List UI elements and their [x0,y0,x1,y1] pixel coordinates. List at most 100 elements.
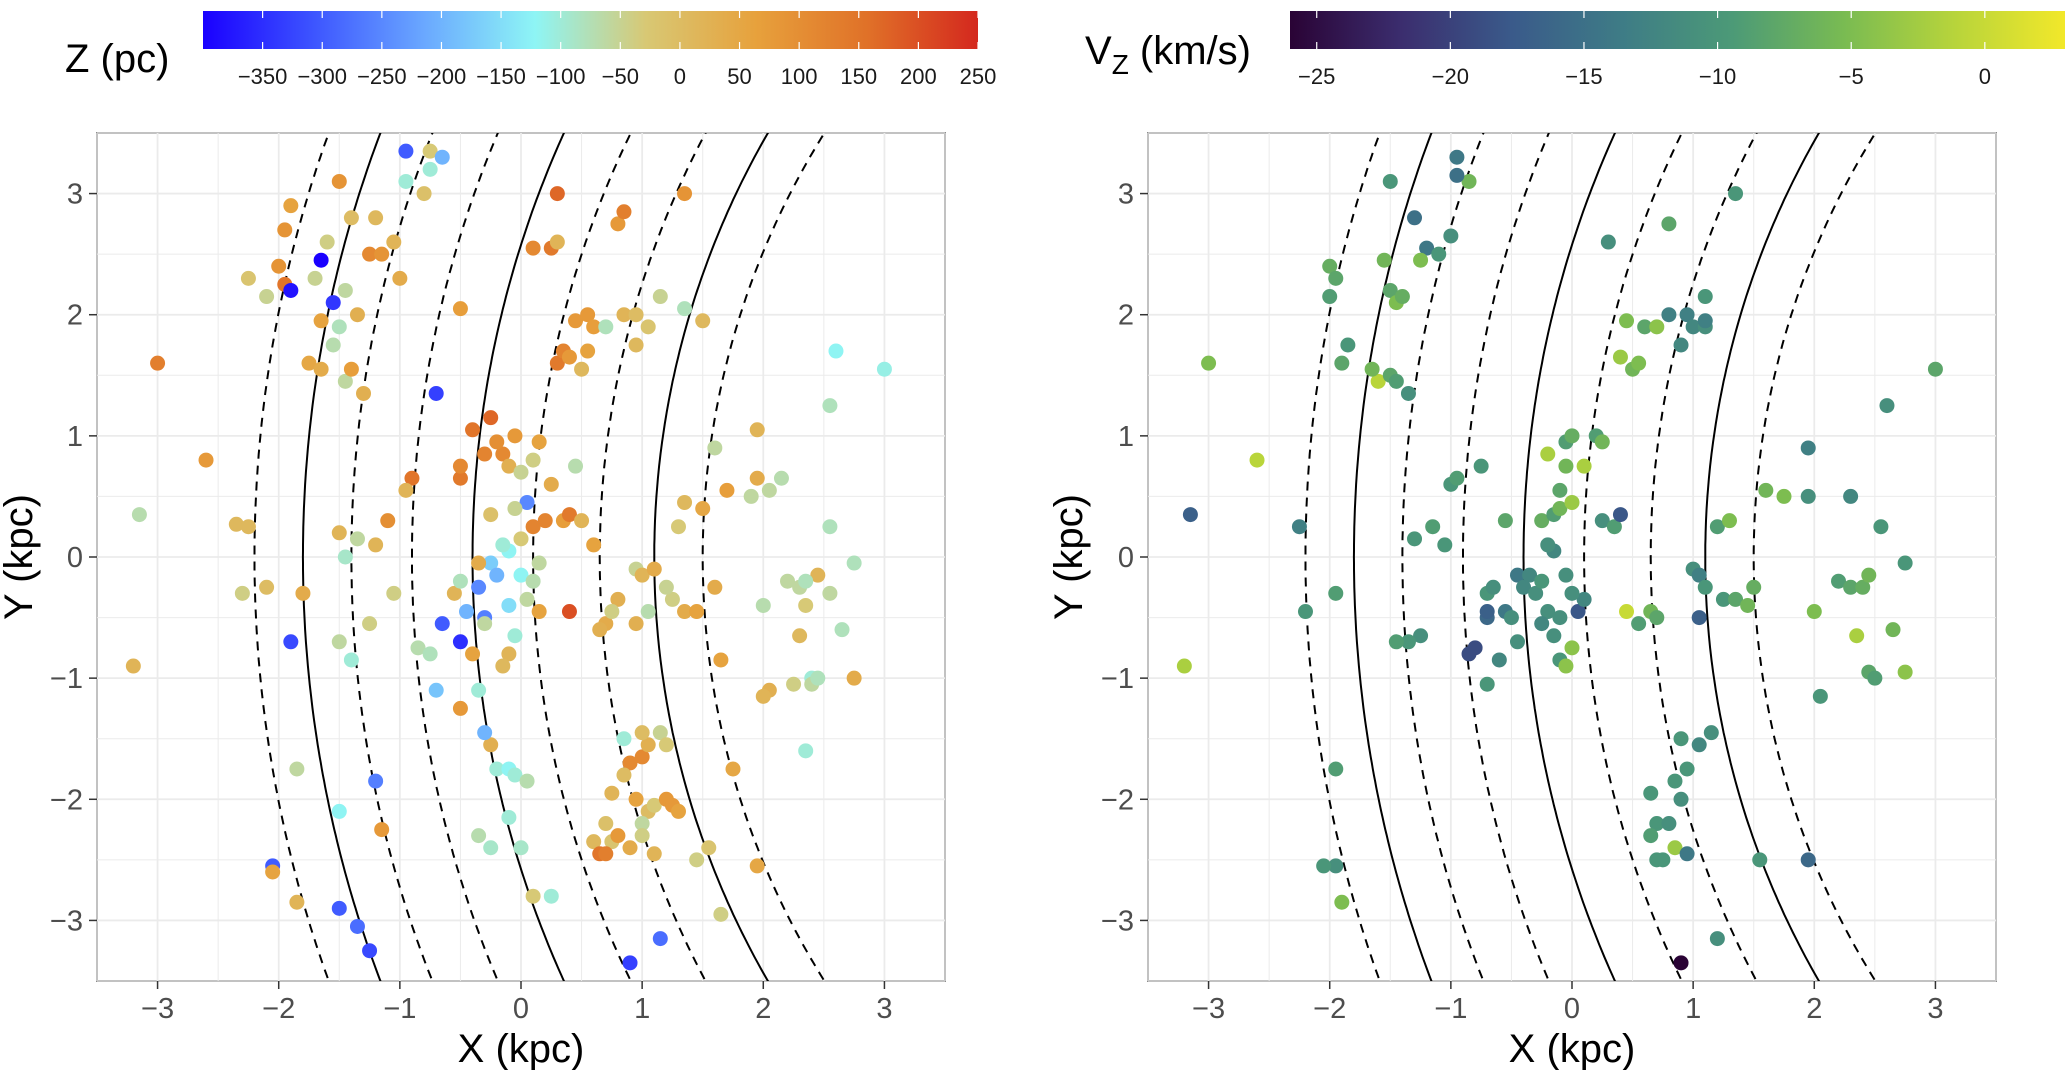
data-point [1867,670,1883,686]
data-point [1873,519,1889,535]
x-tick-label: −3 [1192,993,1225,1025]
data-point [1667,773,1683,789]
data-point [1927,361,1943,377]
data-point [561,349,577,365]
data-point [422,143,438,159]
data-point [489,567,505,583]
data-point [301,355,317,371]
data-point [519,494,535,510]
data-point [1201,355,1217,371]
data-point [471,682,487,698]
data-point [125,658,141,674]
data-point [331,803,347,819]
data-point [1703,725,1719,741]
data-point [1534,513,1550,529]
data-point [634,816,650,832]
data-point [1691,567,1707,583]
data-point [574,361,590,377]
data-point [477,725,493,741]
data-point [786,676,802,692]
y-tick-label: 0 [1118,542,1134,574]
data-point [834,622,850,638]
data-point [1576,591,1592,607]
data-point [325,295,341,311]
data-point [1546,628,1562,644]
data-point [749,470,765,486]
data-point [1679,846,1695,862]
data-point [368,537,384,553]
y-tick-label: −2 [1101,784,1134,816]
data-point [604,785,620,801]
data-point [386,234,402,250]
data-point [483,840,499,856]
data-point [1509,634,1525,650]
data-point [1528,585,1544,601]
data-point [1673,955,1689,971]
colorbar-tick-label: 0 [1979,64,1991,89]
data-point [670,803,686,819]
data-point [1861,567,1877,583]
y-tick-label: 2 [1118,300,1134,332]
data-point [477,616,493,632]
data-point [1619,604,1635,620]
data-point [295,585,311,601]
colorbar-tick-label: −5 [1839,64,1864,89]
data-point [1691,610,1707,626]
data-point [1661,216,1677,232]
data-point [259,289,275,305]
data-point [471,555,487,571]
data-point [1552,482,1568,498]
data-point [1715,591,1731,607]
data-point [1449,167,1465,183]
data-point [374,246,390,262]
data-point [586,319,602,335]
data-point [828,343,844,359]
data-point [228,516,244,532]
data-point [386,585,402,601]
data-point [1685,319,1701,335]
data-point [537,513,553,529]
data-point [846,670,862,686]
colorbar-tick-label: −10 [1699,64,1736,89]
data-point [1879,398,1895,414]
data-point [501,646,517,662]
data-point [343,210,359,226]
data-point [398,173,414,189]
data-point [331,634,347,650]
colorbar-title-z: Z (pc) [65,37,169,81]
data-point [628,616,644,632]
data-point [356,385,372,401]
colorbar-tick-label: −100 [536,64,586,89]
data-point [616,307,632,323]
data-point [368,210,384,226]
data-point [1800,852,1816,868]
data-point [531,555,547,571]
colorbar-tick-label: 0 [674,64,686,89]
x-tick-label: 2 [1806,993,1822,1025]
data-point [1540,537,1556,553]
data-point [1479,604,1495,620]
data-point [307,270,323,286]
data-point [495,537,511,553]
data-point [331,173,347,189]
data-point [689,852,705,868]
data-point [416,186,432,202]
data-point [586,537,602,553]
panel-vz: VZ (km/s) −25 −20 −15 −10 −5 0 −3−3−2−2−1−100… [1047,11,2065,1071]
x-tick-label: −1 [383,993,416,1025]
x-axis-title-left: X (kpc) [458,1027,585,1070]
data-point [289,894,305,910]
data-point [1364,361,1380,377]
x-tick-label: 0 [513,993,529,1025]
colorbar-title-vz-sub: Z [1112,49,1129,80]
data-point [749,858,765,874]
data-point [1631,616,1647,632]
data-point [1376,252,1392,268]
data-point [289,761,305,777]
data-point [1564,640,1580,656]
data-point [410,640,426,656]
colorbar-tick-label: −300 [297,64,347,89]
data-point [652,725,668,741]
data-point [501,597,517,613]
data-point [1322,258,1338,274]
